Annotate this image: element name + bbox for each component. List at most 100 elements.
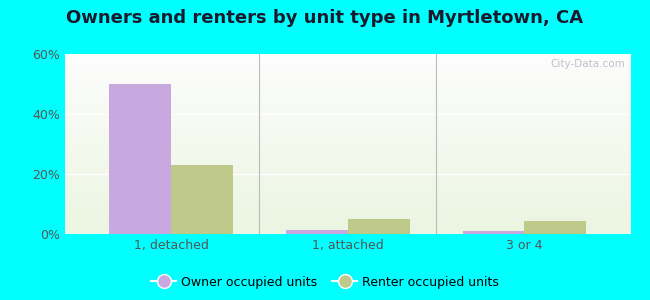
- Bar: [65, 197, 630, 198]
- Bar: [65, 147, 630, 148]
- Bar: [65, 76, 630, 77]
- Bar: [65, 189, 630, 190]
- Bar: [65, 180, 630, 181]
- Bar: [65, 169, 630, 170]
- Bar: [65, 101, 630, 102]
- Bar: [65, 91, 630, 92]
- Bar: [65, 126, 630, 127]
- Bar: [65, 95, 630, 96]
- Bar: [65, 113, 630, 114]
- Bar: [65, 135, 630, 136]
- Bar: [65, 183, 630, 184]
- Bar: [65, 98, 630, 99]
- Bar: [65, 199, 630, 200]
- Bar: [65, 134, 630, 135]
- Bar: [65, 167, 630, 168]
- Bar: [65, 72, 630, 73]
- Bar: [65, 164, 630, 165]
- Bar: [65, 57, 630, 58]
- Bar: [65, 133, 630, 134]
- Bar: [65, 144, 630, 145]
- Bar: [65, 61, 630, 62]
- Bar: [65, 222, 630, 223]
- Bar: [65, 198, 630, 199]
- Bar: [65, 136, 630, 137]
- Bar: [65, 205, 630, 206]
- Bar: [65, 62, 630, 63]
- Bar: [65, 143, 630, 144]
- Bar: [65, 191, 630, 192]
- Bar: [65, 60, 630, 61]
- Bar: [65, 63, 630, 64]
- Bar: [65, 160, 630, 161]
- Bar: [65, 229, 630, 230]
- Text: Owners and renters by unit type in Myrtletown, CA: Owners and renters by unit type in Myrtl…: [66, 9, 584, 27]
- Bar: [65, 123, 630, 124]
- Bar: [65, 102, 630, 103]
- Bar: [65, 71, 630, 72]
- Bar: [65, 208, 630, 209]
- Bar: [65, 227, 630, 228]
- Bar: [65, 110, 630, 111]
- Bar: [65, 56, 630, 57]
- Bar: [65, 176, 630, 177]
- Bar: [65, 153, 630, 154]
- Bar: [65, 185, 630, 186]
- Bar: [65, 186, 630, 187]
- Bar: [65, 209, 630, 210]
- Bar: [65, 84, 630, 85]
- Bar: [65, 70, 630, 71]
- Bar: [286, 230, 348, 234]
- Bar: [65, 124, 630, 125]
- Bar: [65, 184, 630, 185]
- Bar: [65, 141, 630, 142]
- Bar: [65, 142, 630, 143]
- Bar: [65, 194, 630, 195]
- Bar: [65, 140, 630, 141]
- Bar: [65, 187, 630, 188]
- Bar: [65, 108, 630, 109]
- Bar: [65, 66, 630, 67]
- Bar: [65, 163, 630, 164]
- Bar: [65, 148, 630, 149]
- Bar: [65, 155, 630, 156]
- Bar: [65, 77, 630, 78]
- Bar: [65, 87, 630, 88]
- Bar: [65, 67, 630, 68]
- Bar: [65, 158, 630, 159]
- Bar: [65, 104, 630, 105]
- Bar: [65, 120, 630, 121]
- Bar: [65, 172, 630, 173]
- Bar: [65, 168, 630, 169]
- Bar: [65, 181, 630, 182]
- Bar: [65, 230, 630, 231]
- Bar: [65, 174, 630, 175]
- Bar: [65, 69, 630, 70]
- Bar: [65, 223, 630, 224]
- Bar: [65, 213, 630, 214]
- Bar: [65, 204, 630, 205]
- Bar: [65, 96, 630, 97]
- Bar: [65, 107, 630, 108]
- Bar: [65, 116, 630, 117]
- Bar: [65, 170, 630, 171]
- Bar: [65, 99, 630, 100]
- Bar: [65, 233, 630, 234]
- Bar: [525, 220, 586, 234]
- Bar: [65, 79, 630, 80]
- Bar: [65, 89, 630, 90]
- Bar: [65, 218, 630, 219]
- Bar: [65, 78, 630, 79]
- Bar: [109, 84, 171, 234]
- Bar: [65, 121, 630, 122]
- Bar: [65, 179, 630, 180]
- Bar: [65, 112, 630, 113]
- Bar: [65, 111, 630, 112]
- Bar: [65, 162, 630, 163]
- Bar: [65, 207, 630, 208]
- Bar: [65, 221, 630, 222]
- Bar: [65, 177, 630, 178]
- Bar: [65, 212, 630, 213]
- Bar: [65, 159, 630, 160]
- Bar: [65, 85, 630, 86]
